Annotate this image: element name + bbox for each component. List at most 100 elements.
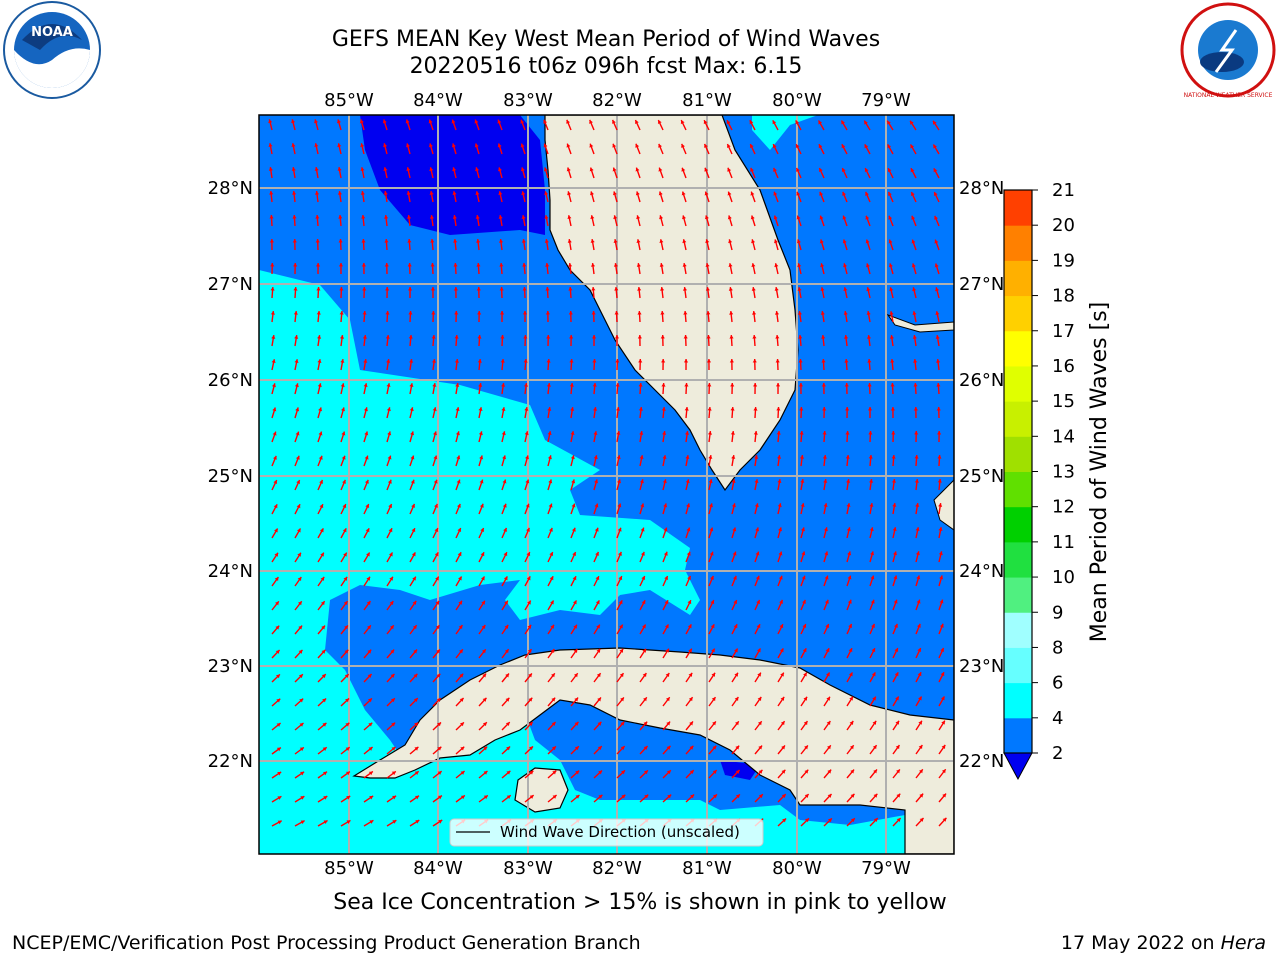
direction-arrowhead — [451, 143, 456, 148]
direction-arrowhead — [731, 455, 736, 459]
direction-arrowhead — [821, 383, 826, 387]
florida-land — [544, 115, 799, 492]
direction-arrowhead — [337, 167, 342, 171]
direction-arrowhead — [314, 191, 320, 195]
direction-arrowhead — [666, 745, 671, 750]
direction-arrowhead — [750, 191, 755, 196]
lat-label-right: 25°N — [959, 466, 1004, 487]
direction-arrowhead — [544, 191, 549, 196]
direction-arrowhead — [566, 167, 571, 172]
direction-arrowhead — [318, 431, 323, 436]
direction-arrowhead — [704, 167, 709, 172]
direction-arrowhead — [664, 600, 669, 605]
direction-arrowhead — [772, 144, 777, 149]
direction-arrowhead — [502, 455, 507, 460]
direction-arrowhead — [500, 359, 505, 363]
direction-arrowhead — [368, 698, 372, 703]
direction-arrowhead — [505, 697, 510, 702]
direction-arrowhead — [914, 431, 919, 435]
direction-arrowhead — [460, 771, 465, 775]
direction-arrowhead — [296, 479, 301, 484]
direction-arrowhead — [340, 359, 345, 363]
direction-arrowhead — [566, 143, 571, 148]
direction-arrowhead — [415, 795, 420, 800]
colorbar-tick-label: 6 — [1052, 673, 1063, 694]
direction-arrowhead — [621, 794, 626, 799]
direction-arrowhead — [568, 311, 573, 315]
direction-arrowhead — [618, 576, 623, 581]
direction-arrowhead — [550, 649, 555, 654]
direction-arrowhead — [406, 215, 412, 219]
direction-arrowhead — [848, 648, 853, 653]
map-title-line-1: GEFS MEAN Key West Mean Period of Wind W… — [331, 27, 881, 52]
direction-arrowhead — [639, 455, 644, 460]
direction-arrowhead — [298, 625, 303, 630]
direction-arrowhead — [683, 359, 689, 363]
direction-arrowhead — [891, 455, 896, 459]
direction-arrowhead — [683, 335, 688, 339]
direction-arrowhead — [872, 720, 877, 725]
direction-arrowhead — [551, 697, 556, 702]
direction-arrowhead — [570, 455, 575, 460]
direction-arrowhead — [433, 479, 438, 484]
direction-arrowhead — [546, 335, 551, 339]
direction-arrowhead — [635, 167, 640, 172]
direction-arrowhead — [823, 479, 828, 483]
direction-arrowhead — [453, 263, 458, 267]
lat-label-right: 24°N — [959, 561, 1004, 582]
direction-arrowhead — [318, 455, 323, 460]
direction-arrowhead — [758, 794, 763, 799]
lon-label-top: 84°W — [413, 90, 463, 111]
direction-arrowhead — [573, 648, 578, 653]
direction-arrowhead — [803, 672, 807, 677]
direction-arrowhead — [804, 745, 808, 750]
direction-arrowhead — [661, 383, 666, 387]
direction-arrowhead — [726, 143, 731, 148]
direction-arrowhead — [775, 359, 780, 363]
colorbar-band — [1004, 190, 1032, 226]
direction-arrowhead — [637, 287, 642, 291]
colorbar-band — [1004, 682, 1032, 719]
direction-arrowhead — [598, 770, 603, 775]
direction-arrowhead — [664, 575, 669, 580]
direction-arrowhead — [895, 720, 900, 725]
direction-arrowhead — [735, 721, 739, 726]
lat-label-right: 22°N — [959, 751, 1004, 772]
direction-arrowhead — [873, 818, 878, 823]
direction-arrowhead — [521, 191, 526, 196]
direction-arrowhead — [591, 287, 596, 291]
direction-arrowhead — [594, 479, 599, 484]
direction-arrowhead — [873, 793, 878, 798]
direction-arrowhead — [458, 576, 462, 581]
colorbar-tick-label: 11 — [1052, 532, 1075, 553]
bahamas-andros — [933, 479, 954, 531]
direction-arrowhead — [734, 697, 739, 702]
direction-arrowhead — [293, 311, 298, 315]
direction-arrowhead — [728, 263, 733, 267]
direction-arrowhead — [363, 359, 368, 363]
direction-arrowhead — [314, 143, 319, 148]
direction-arrowhead — [705, 263, 710, 267]
direction-arrowhead — [849, 696, 853, 701]
direction-arrowhead — [452, 191, 457, 195]
direction-arrowhead — [300, 820, 305, 825]
map-legend: Wind Wave Direction (unscaled) — [449, 818, 764, 847]
direction-arrowhead — [937, 431, 942, 435]
direction-arrowhead — [845, 407, 850, 411]
direction-arrowhead — [452, 215, 457, 219]
direction-arrowhead — [663, 503, 668, 508]
direction-arrowhead — [615, 407, 621, 411]
direction-arrowhead — [483, 795, 488, 800]
direction-arrowhead — [849, 720, 854, 725]
direction-arrowhead — [868, 431, 873, 435]
direction-arrowhead — [640, 527, 645, 532]
direction-arrowhead — [727, 215, 732, 220]
direction-arrowhead — [803, 721, 808, 726]
direction-arrowhead — [617, 503, 622, 508]
direction-arrowhead — [910, 191, 915, 196]
direction-arrowhead — [749, 144, 754, 149]
direction-arrowhead — [707, 407, 712, 411]
direction-arrowhead — [822, 431, 827, 435]
direction-arrowhead — [322, 722, 327, 727]
direction-arrowhead — [732, 551, 737, 556]
